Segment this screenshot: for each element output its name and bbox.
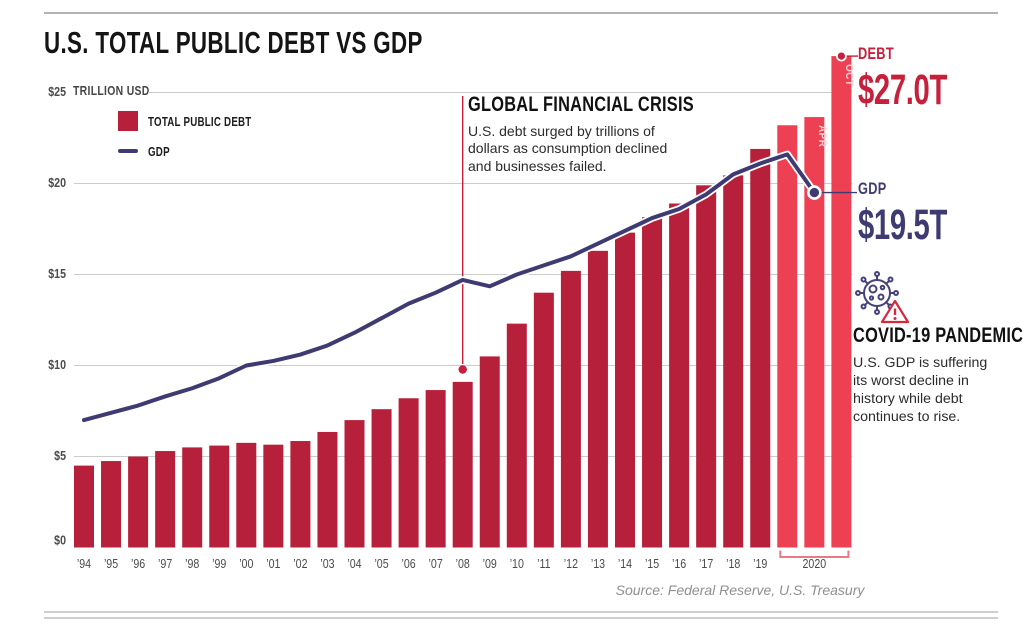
debt-bar-OCT xyxy=(831,56,852,548)
debt-bar-97 xyxy=(155,451,176,548)
x-tick-label: ’04 xyxy=(347,556,362,571)
debt-callout: DEBT $27.0T xyxy=(858,44,989,115)
debt-bar-96 xyxy=(128,456,149,548)
gdp-callout-value: $19.5T xyxy=(858,201,947,249)
gdp-callout: GDP $19.5T xyxy=(858,179,989,250)
y-tick-label: $5 xyxy=(54,448,66,463)
y-tick-label: $15 xyxy=(48,266,66,281)
x-tick-label: ’03 xyxy=(320,556,335,571)
x-tick-label: ’12 xyxy=(564,556,578,571)
page-title: U.S. TOTAL PUBLIC DEBT VS GDP xyxy=(44,25,423,60)
debt-bar-APR xyxy=(804,117,825,548)
covid-annotation-title: COVID-19 PANDEMIC xyxy=(853,324,1024,347)
debt-bar-16 xyxy=(669,203,690,548)
debt-bar-02 xyxy=(290,441,311,548)
debt-bar-14 xyxy=(615,232,635,548)
x-tick-label-2020: 2020 xyxy=(803,556,827,571)
x-tick-label: ’06 xyxy=(401,556,416,571)
covid-annotation-body: U.S. GDP is suffering its worst decline … xyxy=(853,355,988,425)
covid-icons xyxy=(853,268,973,324)
x-tick-label: ’05 xyxy=(374,556,389,571)
debt-bar-2020 xyxy=(777,125,798,548)
debt-bar-12 xyxy=(560,270,581,548)
top-rule xyxy=(44,12,998,14)
covid-annotation: COVID-19 PANDEMIC U.S. GDP is suffering … xyxy=(853,268,1024,426)
gfc-annotation-body: U.S. debt surged by trillions of dollars… xyxy=(468,123,668,174)
y-tick-label: $20 xyxy=(48,175,66,190)
x-tick-label: ’96 xyxy=(131,556,146,571)
debt-bar-99 xyxy=(209,445,230,548)
debt-bar-11 xyxy=(533,292,554,548)
gdp-callout-label: GDP xyxy=(858,179,887,198)
x-tick-label: ’08 xyxy=(456,556,471,571)
debt-bar-95 xyxy=(101,461,122,548)
debt-bar-00 xyxy=(236,442,257,548)
debt-bar-15 xyxy=(642,217,663,548)
year-2020-bracket xyxy=(779,550,850,558)
y-tick-label: $25 xyxy=(48,84,66,99)
x-tick-label: ’01 xyxy=(266,556,281,571)
x-tick-label: ’11 xyxy=(537,556,551,571)
debt-bar-09 xyxy=(479,356,500,548)
x-tick-label: ’18 xyxy=(726,556,741,571)
gfc-annotation: GLOBAL FINANCIAL CRISIS U.S. debt surged… xyxy=(468,93,698,175)
gdp-endpoint-dot xyxy=(807,185,822,200)
legend-gdp-label: GDP xyxy=(148,144,170,159)
x-tick-label: ’14 xyxy=(618,556,633,571)
x-tick-label: ’00 xyxy=(239,556,254,571)
y-axis-unit-label: TRILLION USD xyxy=(73,83,150,98)
debt-endpoint-dot xyxy=(836,50,847,62)
debt-bar-01 xyxy=(263,444,284,548)
x-tick-label: ’02 xyxy=(293,556,307,571)
x-tick-label: ’15 xyxy=(645,556,660,571)
debt-bar-07 xyxy=(425,390,446,548)
y-tick-label: $0 xyxy=(54,532,66,547)
gdp-line xyxy=(82,152,817,423)
gdp-line-swatch xyxy=(118,149,138,153)
x-tick-label: ’19 xyxy=(753,556,768,571)
debt-bar-98 xyxy=(182,447,203,548)
debt-bar-17 xyxy=(696,185,717,548)
debt-bar-05 xyxy=(371,409,392,548)
debt-bar-13 xyxy=(587,250,608,548)
debt-bar-94 xyxy=(74,465,94,548)
bottom-rule xyxy=(44,617,998,619)
bar-label-apr: APR xyxy=(816,125,828,147)
y-tick-label: $10 xyxy=(48,357,66,372)
debt-bar-swatch xyxy=(118,111,138,131)
debt-bar-19 xyxy=(750,148,771,548)
debt-bar-10 xyxy=(506,323,527,548)
debt-bar-08 xyxy=(452,381,473,548)
x-tick-label: ’13 xyxy=(591,556,606,571)
gfc-marker-dot xyxy=(458,365,467,374)
debt-bar-03 xyxy=(317,431,338,548)
x-tick-label: ’95 xyxy=(104,556,119,571)
bar-label-oct: OCT xyxy=(843,64,855,86)
debt-callout-value: $27.0T xyxy=(858,66,947,114)
x-tick-label: ’16 xyxy=(672,556,687,571)
x-tick-label: ’97 xyxy=(158,556,172,571)
source-credit: Source: Federal Reserve, U.S. Treasury xyxy=(615,582,865,598)
legend-debt-label: TOTAL PUBLIC DEBT xyxy=(148,114,252,129)
debt-callout-label: DEBT xyxy=(858,44,894,63)
x-tick-label: ’94 xyxy=(77,556,92,571)
x-tick-label: ’07 xyxy=(429,556,443,571)
x-tick-label: ’98 xyxy=(185,556,200,571)
bottom-rule xyxy=(44,611,998,613)
x-tick-label: ’09 xyxy=(483,556,498,571)
debt-bar-06 xyxy=(398,398,419,548)
x-tick-label: ’17 xyxy=(699,556,713,571)
debt-bar-04 xyxy=(344,420,365,548)
x-tick-label: ’99 xyxy=(212,556,227,571)
x-tick-label: ’10 xyxy=(510,556,525,571)
gfc-annotation-title: GLOBAL FINANCIAL CRISIS xyxy=(468,93,694,116)
warning-triangle-icon xyxy=(880,299,910,324)
debt-bar-18 xyxy=(723,175,744,548)
